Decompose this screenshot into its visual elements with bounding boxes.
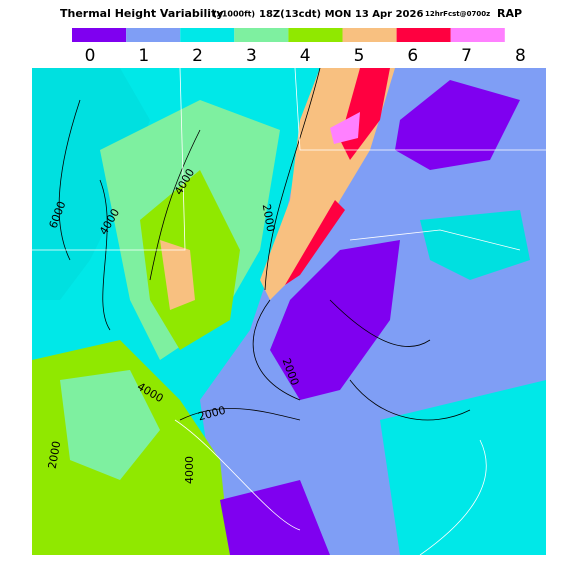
model: RAP — [497, 7, 522, 20]
colorbar-label: 8 — [515, 46, 526, 66]
colorbar-label: 4 — [300, 46, 311, 66]
colorbar-segment — [450, 28, 505, 42]
contours — [58, 68, 471, 421]
units: (x1000ft) — [213, 10, 255, 19]
colorbar-label: 5 — [354, 46, 365, 66]
colorbar-label: 6 — [407, 46, 418, 66]
valid-time: 18Z(13cdt) MON 13 Apr 2026 — [259, 9, 423, 20]
borders — [32, 68, 546, 555]
region-red2 — [285, 200, 345, 285]
colorbar-segment — [180, 28, 235, 42]
colorbar-segment — [72, 28, 127, 42]
contour-label: 2000 — [46, 440, 64, 470]
region-tan — [160, 240, 195, 310]
map — [32, 68, 546, 555]
colorbar-label: 3 — [246, 46, 257, 66]
colorbar-label: 2 — [192, 46, 203, 66]
forecast: 12hrFcst@0700z — [425, 10, 490, 18]
colorbar-segment — [342, 28, 397, 42]
region-green2 — [60, 370, 160, 480]
colorbar-label: 1 — [138, 46, 149, 66]
region-pink — [330, 112, 360, 144]
region-cyan2 — [32, 68, 150, 300]
region-purple3 — [220, 480, 330, 555]
colorbar-label: 7 — [461, 46, 472, 66]
colorbar-segment — [234, 28, 289, 42]
title: Thermal Height Variability — [60, 7, 224, 20]
title-group: Thermal Height Variability (x1000ft) 18Z… — [60, 7, 522, 20]
colorbar-label: 0 — [85, 46, 96, 66]
region-purple — [270, 240, 400, 400]
region-cyan3 — [420, 210, 530, 280]
contour-label: 4000 — [183, 456, 196, 484]
colorbar-segment — [126, 28, 181, 42]
region-cyan4 — [380, 380, 546, 555]
colorbar-segment — [396, 28, 451, 42]
contour-label: 2000 — [260, 203, 278, 233]
region-purple2 — [395, 80, 520, 170]
colorbar: 0 1 2 3 4 5 6 7 8 — [72, 28, 526, 66]
colorbar-segment — [288, 28, 343, 42]
